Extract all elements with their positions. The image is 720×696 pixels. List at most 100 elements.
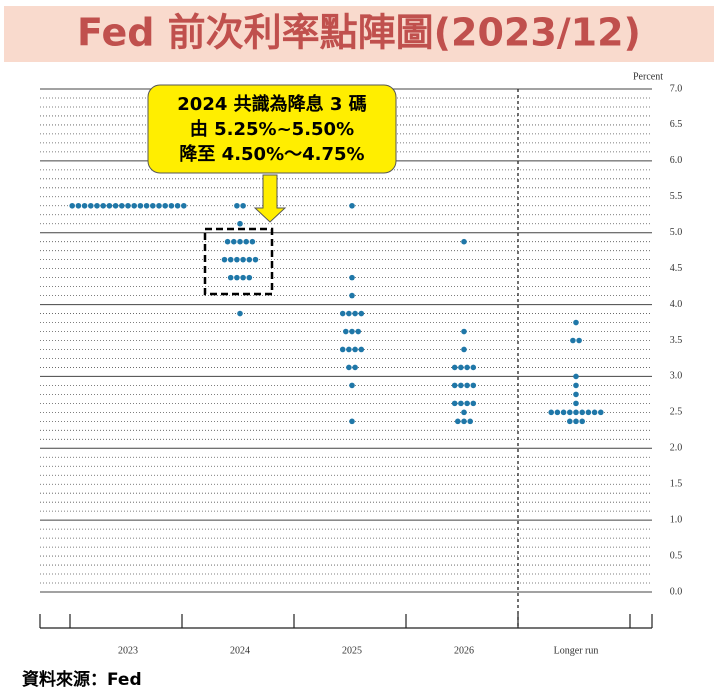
x-tick-label: Longer run bbox=[554, 645, 599, 656]
title-banner bbox=[4, 6, 714, 62]
dot bbox=[339, 346, 346, 353]
dot bbox=[349, 328, 355, 335]
dots bbox=[69, 202, 604, 425]
dot bbox=[451, 382, 458, 389]
dot bbox=[461, 346, 467, 353]
dot bbox=[570, 337, 576, 344]
dot bbox=[137, 202, 144, 209]
y-tick-label: 3.5 bbox=[670, 335, 683, 346]
dot bbox=[234, 202, 240, 209]
dot bbox=[461, 418, 467, 425]
dot bbox=[231, 238, 237, 245]
dot bbox=[352, 310, 358, 317]
dot bbox=[249, 238, 256, 245]
dot bbox=[461, 409, 467, 416]
y-tick-label: 2.0 bbox=[670, 443, 683, 454]
dot bbox=[81, 202, 88, 209]
dot bbox=[579, 418, 585, 425]
highlight-box bbox=[203, 227, 274, 296]
dot bbox=[349, 418, 355, 425]
chart-title: Fed 前次利率點陣圖(2023/12) bbox=[77, 11, 641, 55]
dot bbox=[349, 292, 355, 299]
y-tick-label: 6.5 bbox=[670, 119, 683, 130]
dot bbox=[585, 409, 592, 416]
dot bbox=[346, 346, 352, 353]
x-tick-label: 2025 bbox=[342, 645, 362, 656]
dot bbox=[573, 319, 579, 326]
dot bbox=[240, 202, 246, 209]
dot bbox=[458, 400, 464, 407]
dot bbox=[125, 202, 131, 209]
dot bbox=[470, 382, 477, 389]
dot bbox=[352, 346, 358, 353]
dot bbox=[573, 391, 579, 398]
dot bbox=[461, 328, 467, 335]
dot bbox=[227, 256, 234, 263]
dot bbox=[237, 310, 243, 317]
source: 資料來源：Fed bbox=[22, 669, 142, 690]
dot bbox=[112, 202, 119, 209]
dot bbox=[150, 202, 156, 209]
annotation-line: 由 5.25%~5.50% bbox=[190, 118, 354, 140]
dot bbox=[243, 238, 249, 245]
y-tick-label: 0.0 bbox=[670, 586, 683, 597]
dot bbox=[591, 409, 598, 416]
dot bbox=[339, 310, 346, 317]
dot bbox=[560, 409, 567, 416]
dot bbox=[174, 202, 181, 209]
dot bbox=[246, 256, 253, 263]
dot bbox=[451, 400, 458, 407]
dot bbox=[346, 364, 352, 371]
dot bbox=[240, 256, 246, 263]
dot bbox=[252, 256, 259, 263]
y-axis-label: Percent bbox=[633, 71, 663, 82]
grid bbox=[40, 88, 652, 593]
dot bbox=[349, 202, 355, 209]
dot bbox=[75, 202, 82, 209]
dot bbox=[100, 202, 106, 209]
dot bbox=[573, 418, 579, 425]
dot bbox=[234, 256, 240, 263]
dot bbox=[355, 328, 362, 335]
dot bbox=[181, 202, 187, 209]
dot bbox=[451, 364, 458, 371]
dot bbox=[162, 202, 168, 209]
dot bbox=[227, 274, 234, 281]
y-tick-label: 2.5 bbox=[670, 407, 683, 418]
arrow bbox=[253, 174, 287, 223]
dot bbox=[576, 337, 582, 344]
dot bbox=[573, 409, 579, 416]
dot bbox=[143, 202, 150, 209]
dot bbox=[358, 310, 365, 317]
y-tick-label: 6.0 bbox=[670, 155, 683, 166]
dot bbox=[88, 202, 94, 209]
y-tick-label: 1.5 bbox=[670, 479, 683, 490]
annotation-line: 降至 4.50%～4.75% bbox=[179, 143, 364, 165]
x-tick-label: 2024 bbox=[230, 645, 250, 656]
y-tick-label: 7.0 bbox=[670, 83, 683, 94]
dot bbox=[554, 409, 561, 416]
dot bbox=[548, 409, 554, 416]
y-tick-label: 3.0 bbox=[670, 371, 683, 382]
dot bbox=[234, 274, 240, 281]
dot bbox=[573, 373, 579, 380]
dot bbox=[455, 418, 461, 425]
dot bbox=[69, 202, 75, 209]
y-tick-label: 4.0 bbox=[670, 299, 683, 310]
dot bbox=[470, 364, 477, 371]
dot bbox=[461, 238, 467, 245]
dot bbox=[567, 418, 573, 425]
dot bbox=[567, 409, 573, 416]
dot bbox=[119, 202, 125, 209]
dot bbox=[240, 274, 246, 281]
dot bbox=[573, 382, 579, 389]
dot bbox=[346, 310, 352, 317]
y-tick-label: 5.5 bbox=[670, 191, 683, 202]
dot bbox=[579, 409, 585, 416]
annotation-box bbox=[147, 84, 397, 174]
dot bbox=[156, 202, 162, 209]
dot bbox=[598, 409, 604, 416]
dot bbox=[464, 382, 470, 389]
dot bbox=[352, 364, 358, 371]
dot bbox=[458, 382, 464, 389]
